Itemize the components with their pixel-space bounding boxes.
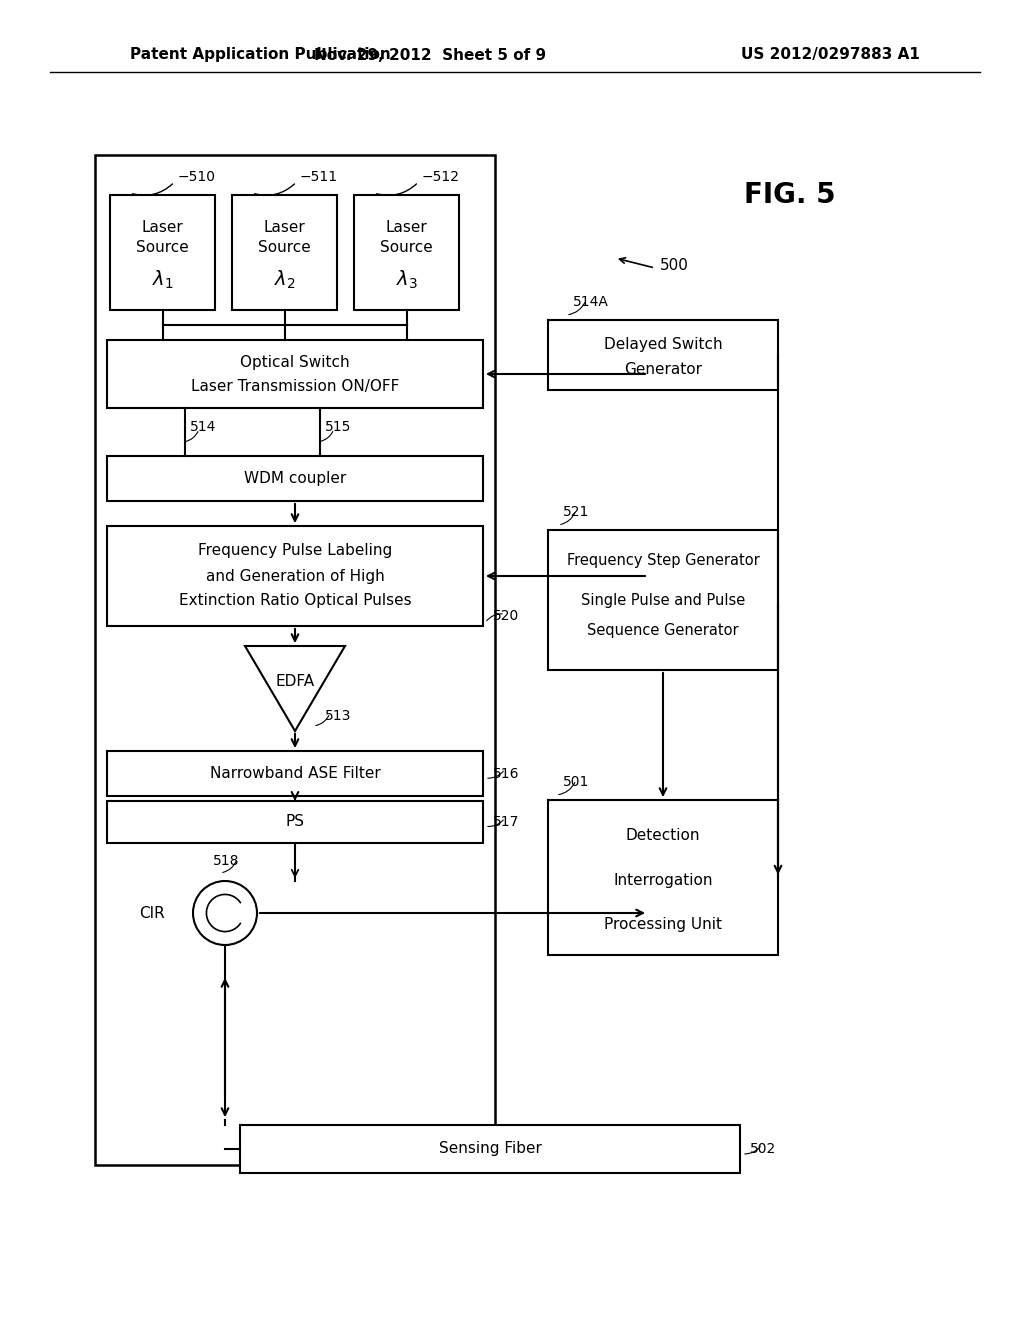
Bar [106,801,483,843]
Text: 500: 500 [660,257,689,272]
Text: 501: 501 [563,775,590,789]
Text: Extinction Ratio Optical Pulses: Extinction Ratio Optical Pulses [178,594,412,609]
Text: Laser: Laser [263,219,305,235]
Text: −511: −511 [299,170,338,183]
Text: 517: 517 [493,814,519,829]
Polygon shape [245,645,345,731]
Text: FIG. 5: FIG. 5 [744,181,836,209]
Text: and Generation of High: and Generation of High [206,569,384,583]
Text: Processing Unit: Processing Unit [604,917,722,932]
Text: Source: Source [258,239,311,255]
Text: 502: 502 [750,1142,776,1156]
Text: Detection: Detection [626,828,700,842]
Bar [232,195,337,310]
Text: Source: Source [136,239,188,255]
Text: Laser: Laser [141,219,183,235]
Text: PS: PS [286,814,304,829]
Text: $\lambda_1$: $\lambda_1$ [152,269,173,292]
Text: EDFA: EDFA [275,673,314,689]
Bar [548,319,778,389]
Text: 515: 515 [325,420,351,434]
Text: 518: 518 [213,854,240,869]
Bar [106,525,483,626]
Text: −512: −512 [422,170,460,183]
Text: 521: 521 [563,506,590,519]
Text: Narrowband ASE Filter: Narrowband ASE Filter [210,766,380,781]
Text: Frequency Step Generator: Frequency Step Generator [566,553,760,568]
Bar [110,195,215,310]
Text: 520: 520 [493,609,519,623]
Text: −510: −510 [177,170,215,183]
Text: 514: 514 [190,420,216,434]
Text: $\lambda_2$: $\lambda_2$ [273,269,295,292]
Bar [548,531,778,671]
Bar [240,1125,740,1173]
Text: 513: 513 [325,709,351,723]
Text: Sequence Generator: Sequence Generator [587,623,738,638]
Text: Optical Switch: Optical Switch [241,355,350,370]
Bar [106,455,483,502]
Bar [354,195,459,310]
Text: Interrogation: Interrogation [613,873,713,887]
Text: Nov. 29, 2012  Sheet 5 of 9: Nov. 29, 2012 Sheet 5 of 9 [314,48,546,62]
Text: Patent Application Publication: Patent Application Publication [130,48,391,62]
Bar [106,751,483,796]
Text: Delayed Switch: Delayed Switch [604,338,722,352]
Bar [548,800,778,954]
Text: Source: Source [380,239,433,255]
Text: 514A: 514A [573,294,609,309]
Text: CIR: CIR [139,906,165,920]
Bar [95,154,495,1166]
Text: $\lambda_3$: $\lambda_3$ [395,269,418,292]
Text: Single Pulse and Pulse: Single Pulse and Pulse [581,593,745,607]
Text: US 2012/0297883 A1: US 2012/0297883 A1 [740,48,920,62]
Text: Frequency Pulse Labeling: Frequency Pulse Labeling [198,544,392,558]
Text: 516: 516 [493,767,519,780]
Text: Laser: Laser [386,219,427,235]
Text: WDM coupler: WDM coupler [244,471,346,486]
Text: Generator: Generator [624,363,702,378]
Text: Laser Transmission ON/OFF: Laser Transmission ON/OFF [190,379,399,393]
Bar [106,341,483,408]
Circle shape [193,880,257,945]
Text: Sensing Fiber: Sensing Fiber [438,1142,542,1156]
